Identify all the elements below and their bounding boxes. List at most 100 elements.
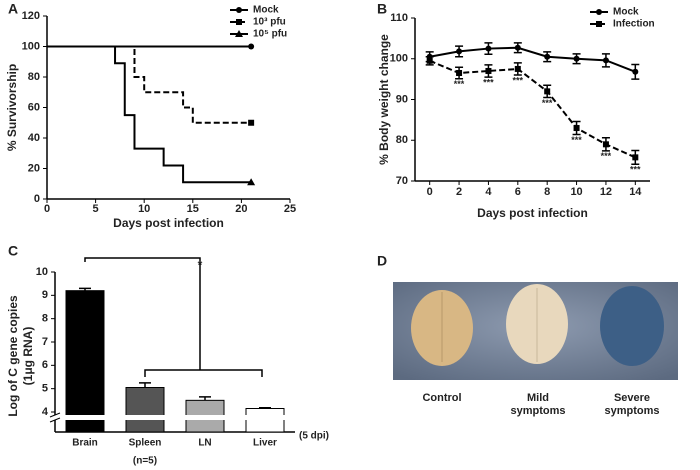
panel-label: D — [377, 253, 387, 269]
y-tick-label: 100 — [22, 40, 40, 52]
legend-label: Infection — [613, 19, 655, 30]
marker — [596, 9, 602, 15]
y-tick-label: 40 — [28, 132, 40, 144]
y-tick-label: 5 — [42, 383, 48, 395]
y-tick-label: 60 — [28, 101, 40, 113]
x-tick-label: 10 — [138, 203, 150, 215]
marker — [573, 125, 580, 132]
y-tick-label: 4 — [42, 406, 49, 418]
marker — [485, 67, 492, 74]
y-tick-label: 80 — [396, 134, 408, 146]
x-tick-label: 2 — [456, 186, 462, 198]
marker — [248, 43, 255, 50]
marker — [236, 19, 242, 25]
y-tick-label: 70 — [396, 175, 408, 187]
marker — [426, 57, 433, 64]
legend-label: Mock — [613, 7, 639, 18]
marker — [456, 48, 463, 55]
series-line — [429, 59, 636, 159]
x-tick-label: 14 — [629, 186, 642, 198]
x-tick-label: 6 — [515, 186, 521, 198]
y-axis-title: Log of C gene copies — [6, 295, 20, 417]
bar — [245, 408, 285, 433]
axis-break-mark — [49, 412, 61, 423]
panel-label: A — [8, 1, 18, 17]
y-tick-label: 0 — [34, 193, 40, 205]
x-tick-label: 0 — [44, 203, 50, 215]
caption: Severe symptoms — [604, 392, 660, 417]
marker — [485, 45, 492, 52]
marker — [247, 178, 256, 186]
marker — [596, 21, 602, 27]
legend-label: 10⁵ pfu — [253, 29, 287, 40]
significance: *** — [542, 98, 553, 108]
caption: Mild symptoms — [510, 392, 566, 417]
y-tick-label: 20 — [28, 162, 40, 174]
marker — [456, 70, 463, 77]
y-axis-title: % Body weight change — [377, 34, 391, 165]
caption: Control — [422, 392, 462, 404]
panel-label: C — [8, 243, 18, 259]
marker — [235, 30, 243, 37]
error-bar — [199, 396, 211, 401]
y-tick-label: 120 — [22, 10, 40, 22]
marker — [544, 53, 551, 60]
sample-note: (n=5) — [133, 456, 157, 467]
brain-severe — [600, 286, 664, 366]
y-tick-label: 110 — [390, 12, 408, 24]
marker — [236, 7, 242, 13]
y-tick-label: 90 — [396, 93, 408, 105]
significance: *** — [571, 135, 582, 145]
y-axis-title: % Survivorship — [5, 64, 19, 151]
legend-label: Mock — [253, 5, 279, 16]
y-tick-label: 80 — [28, 71, 40, 83]
x-tick-label: 20 — [235, 203, 247, 215]
x-tick-label: 15 — [187, 203, 199, 215]
survival-line — [47, 45, 252, 184]
x-axis-title: Days post infection — [477, 206, 588, 220]
axis-break — [49, 415, 289, 420]
x-tick-label: 8 — [544, 186, 550, 198]
marker — [632, 154, 639, 161]
marker — [573, 55, 580, 62]
survival-line — [47, 45, 252, 124]
x-tick-label: 25 — [284, 203, 296, 215]
x-tick-label: Liver — [253, 438, 277, 449]
significance-bracket — [84, 257, 263, 377]
y-tick-label: 10 — [36, 266, 48, 278]
y-tick-label: 6 — [42, 359, 48, 371]
x-tick-label: 10 — [570, 186, 582, 198]
marker — [514, 65, 521, 72]
y-axis-subtitle: (1μg RNA) — [21, 327, 35, 386]
bar — [65, 290, 105, 433]
y-tick-label: 7 — [42, 336, 48, 348]
significance: *** — [513, 75, 524, 85]
marker — [632, 68, 639, 75]
x-tick-label: 12 — [600, 186, 612, 198]
error-bar — [79, 287, 91, 291]
series-line — [429, 46, 636, 73]
y-tick-label: 8 — [42, 313, 48, 325]
significance: *** — [630, 165, 641, 175]
error-bar — [259, 407, 271, 409]
marker — [248, 119, 255, 126]
x-axis-title: Days post infection — [113, 216, 224, 230]
significance: *** — [601, 151, 612, 161]
significance: *** — [454, 79, 465, 89]
x-tick-label: Spleen — [129, 438, 162, 449]
bar — [125, 387, 165, 433]
legend-label: 10³ pfu — [253, 17, 286, 28]
significance: * — [198, 258, 203, 272]
marker — [544, 88, 551, 95]
x-tick-label: Brain — [72, 438, 98, 449]
marker — [602, 141, 609, 148]
x-tick-label: 4 — [485, 186, 492, 198]
x-tick-label: LN — [198, 438, 211, 449]
y-tick-label: 100 — [390, 53, 408, 65]
marker — [514, 44, 521, 51]
x-tick-label: 0 — [427, 186, 433, 198]
x-tick-label: 5 — [93, 203, 99, 215]
axis-note: (5 dpi) — [299, 431, 329, 442]
